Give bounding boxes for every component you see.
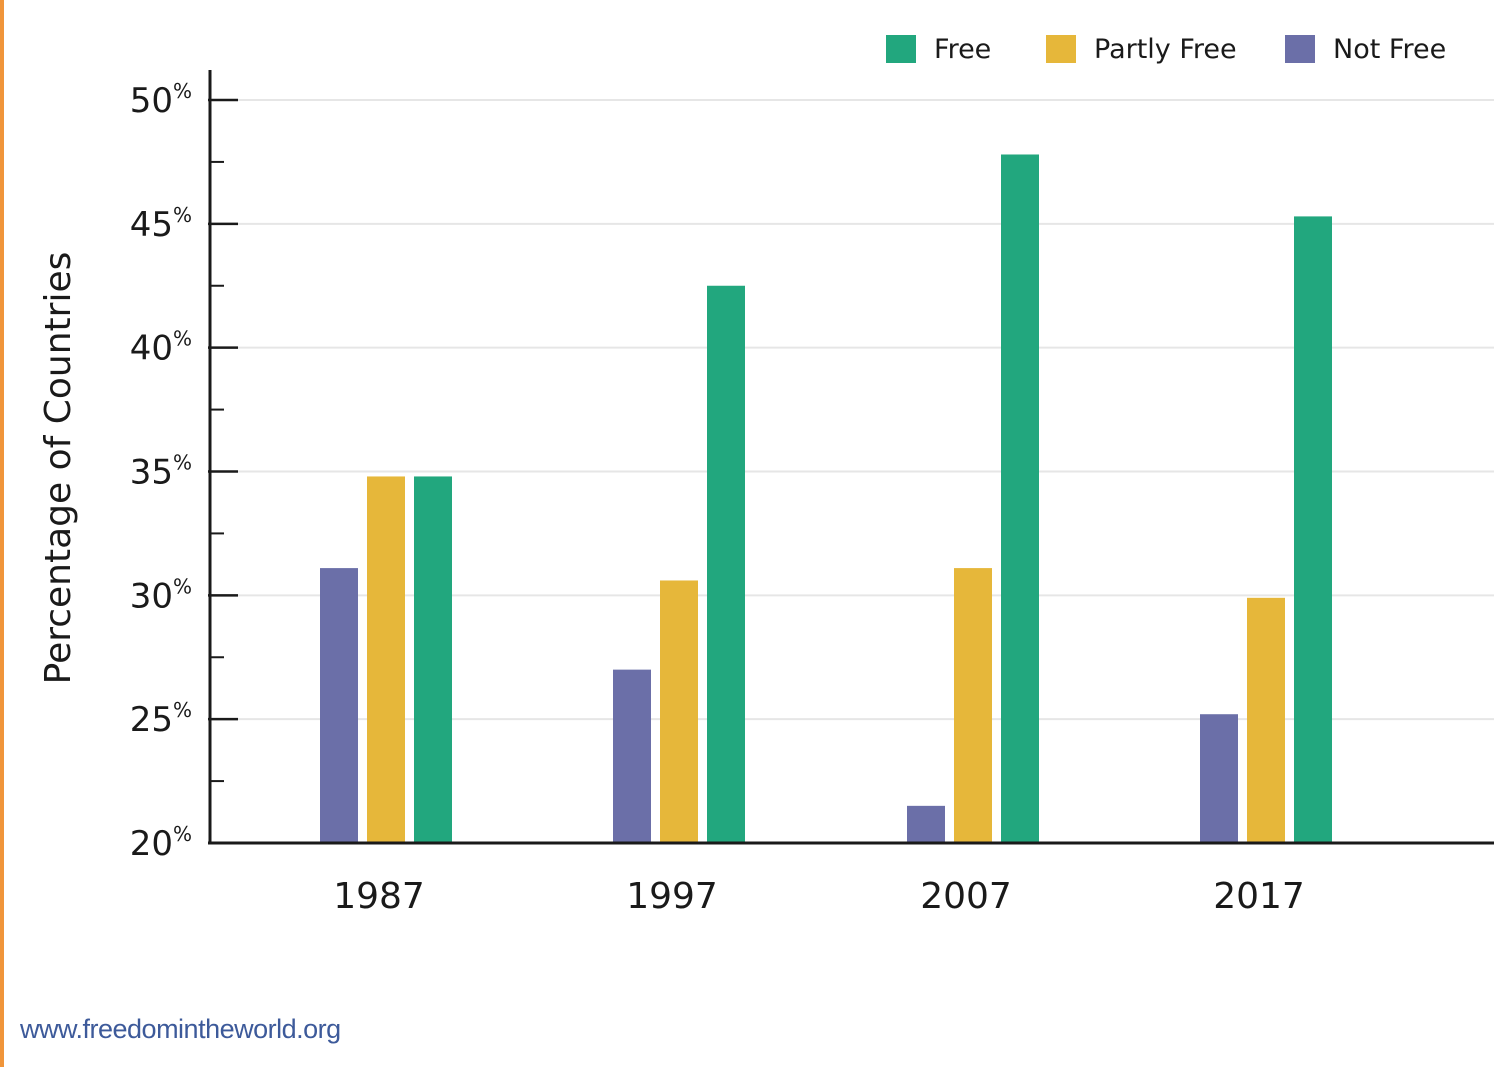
bar-partly-free-1987: [367, 476, 405, 843]
y-tick-label: 45%: [130, 203, 192, 245]
bar-not-free-1997: [613, 669, 651, 843]
bar-partly-free-2017: [1247, 597, 1285, 843]
bars: [320, 154, 1332, 844]
y-tick-label: 30%: [130, 574, 192, 616]
bar-partly-free-1997: [660, 580, 698, 843]
bar-free-2007: [1001, 154, 1039, 843]
legend-swatch-not-free: [1285, 35, 1315, 63]
bar-not-free-2007: [907, 805, 945, 843]
x-tick-labels: 1987 1997 2007 2017: [333, 876, 1305, 917]
x-tick-label: 2007: [920, 876, 1012, 917]
bar-free-2017: [1294, 216, 1332, 844]
legend: Free Partly Free Not Free: [886, 34, 1446, 65]
y-tick-labels: 20% 25% 30% 35% 40% 45% 50%: [130, 79, 192, 864]
bar-partly-free-2007: [954, 568, 992, 843]
bar-chart: 20% 25% 30% 35% 40% 45% 50% 1987 1997 2007 2017 F…: [38, 34, 1494, 917]
source-link[interactable]: www.freedomintheworld.org: [20, 1014, 341, 1044]
legend-swatch-free: [886, 35, 916, 63]
x-tick-label: 1997: [626, 876, 718, 917]
y-tick-label: 40%: [130, 327, 192, 369]
x-tick-label: 1987: [333, 876, 425, 917]
legend-label: Not Free: [1333, 34, 1446, 65]
bar-not-free-2017: [1200, 714, 1238, 843]
y-tick-label: 35%: [130, 451, 192, 493]
bar-not-free-1987: [320, 568, 358, 843]
bar-free-1997: [707, 285, 745, 843]
left-accent-stripe: [0, 0, 4, 1067]
y-tick-label: 20%: [130, 822, 192, 864]
bar-free-1987: [414, 476, 452, 843]
axes: [208, 70, 1494, 845]
legend-label: Free: [934, 34, 991, 65]
x-tick-label: 2017: [1213, 876, 1305, 917]
y-axis-label: Percentage of Countries: [38, 252, 79, 685]
y-tick-label: 25%: [130, 698, 192, 740]
legend-label: Partly Free: [1094, 34, 1237, 65]
y-tick-label: 50%: [130, 79, 192, 121]
legend-swatch-partly-free: [1046, 35, 1076, 63]
